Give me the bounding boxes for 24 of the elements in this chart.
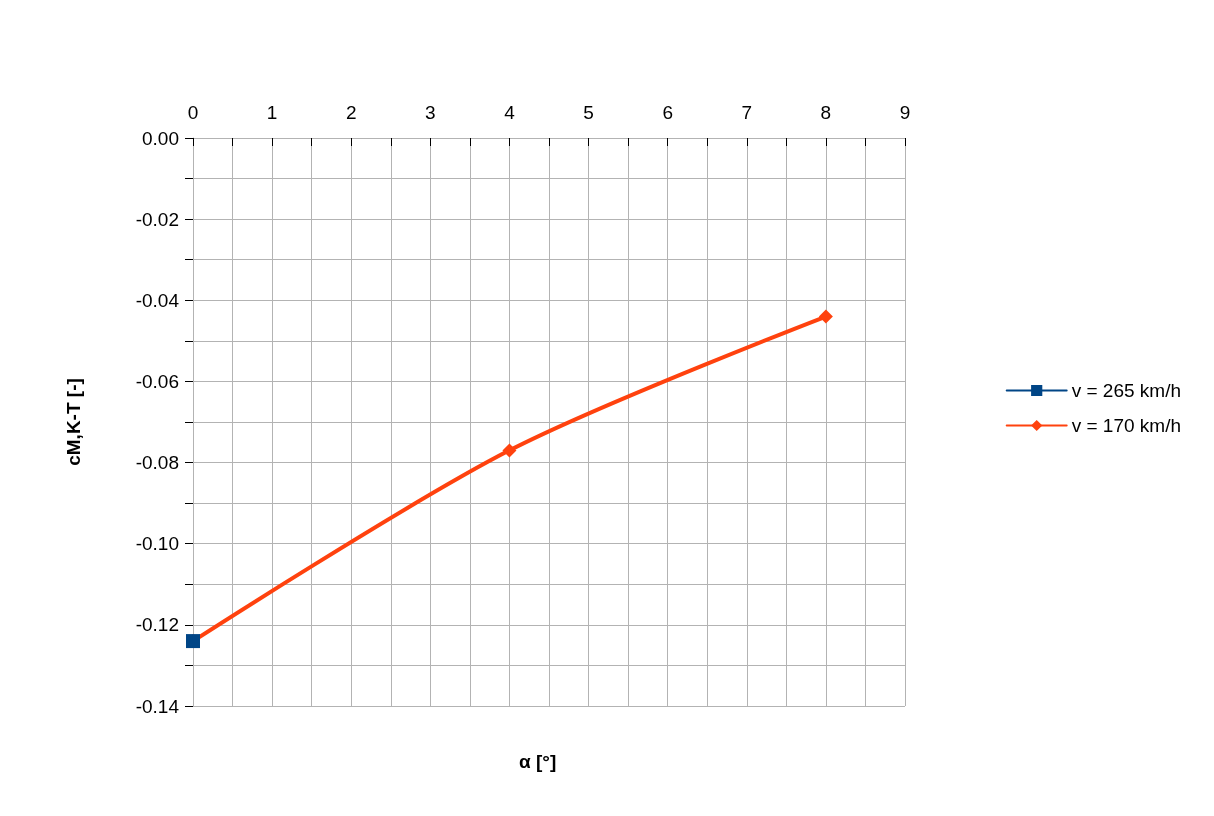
x-tick-label: 9 (899, 102, 911, 123)
legend-label: v = 265 km/h (1071, 380, 1182, 401)
y-tick-label: -0.10 (135, 533, 179, 555)
y-tick-label: -0.12 (135, 614, 179, 636)
x-tick-label: 4 (504, 102, 516, 123)
legend-label: v = 170 km/h (1071, 415, 1182, 436)
y-tick-label: 0.00 (142, 127, 179, 149)
x-tick-label: 2 (345, 102, 357, 123)
x-tick-label: 1 (266, 102, 278, 123)
x-axis-title: α [°] (519, 751, 557, 772)
x-tick-label: 5 (583, 102, 594, 123)
y-tick-label: -0.06 (135, 370, 179, 392)
y-tick-label: -0.08 (135, 452, 179, 474)
x-tick-label: 0 (187, 102, 199, 123)
point (502, 443, 517, 458)
point (818, 309, 833, 324)
y-tick-label: -0.14 (135, 695, 180, 717)
y-axis-title: cM,K-T [-] (63, 378, 84, 466)
y-tick-label: -0.04 (135, 289, 180, 311)
x-tick-label: 3 (425, 102, 436, 123)
y-tick-label: -0.02 (135, 208, 179, 230)
x-tick-label: 6 (662, 102, 673, 123)
x-tick-label: 7 (741, 102, 753, 123)
x-tick-label: 8 (820, 102, 832, 123)
